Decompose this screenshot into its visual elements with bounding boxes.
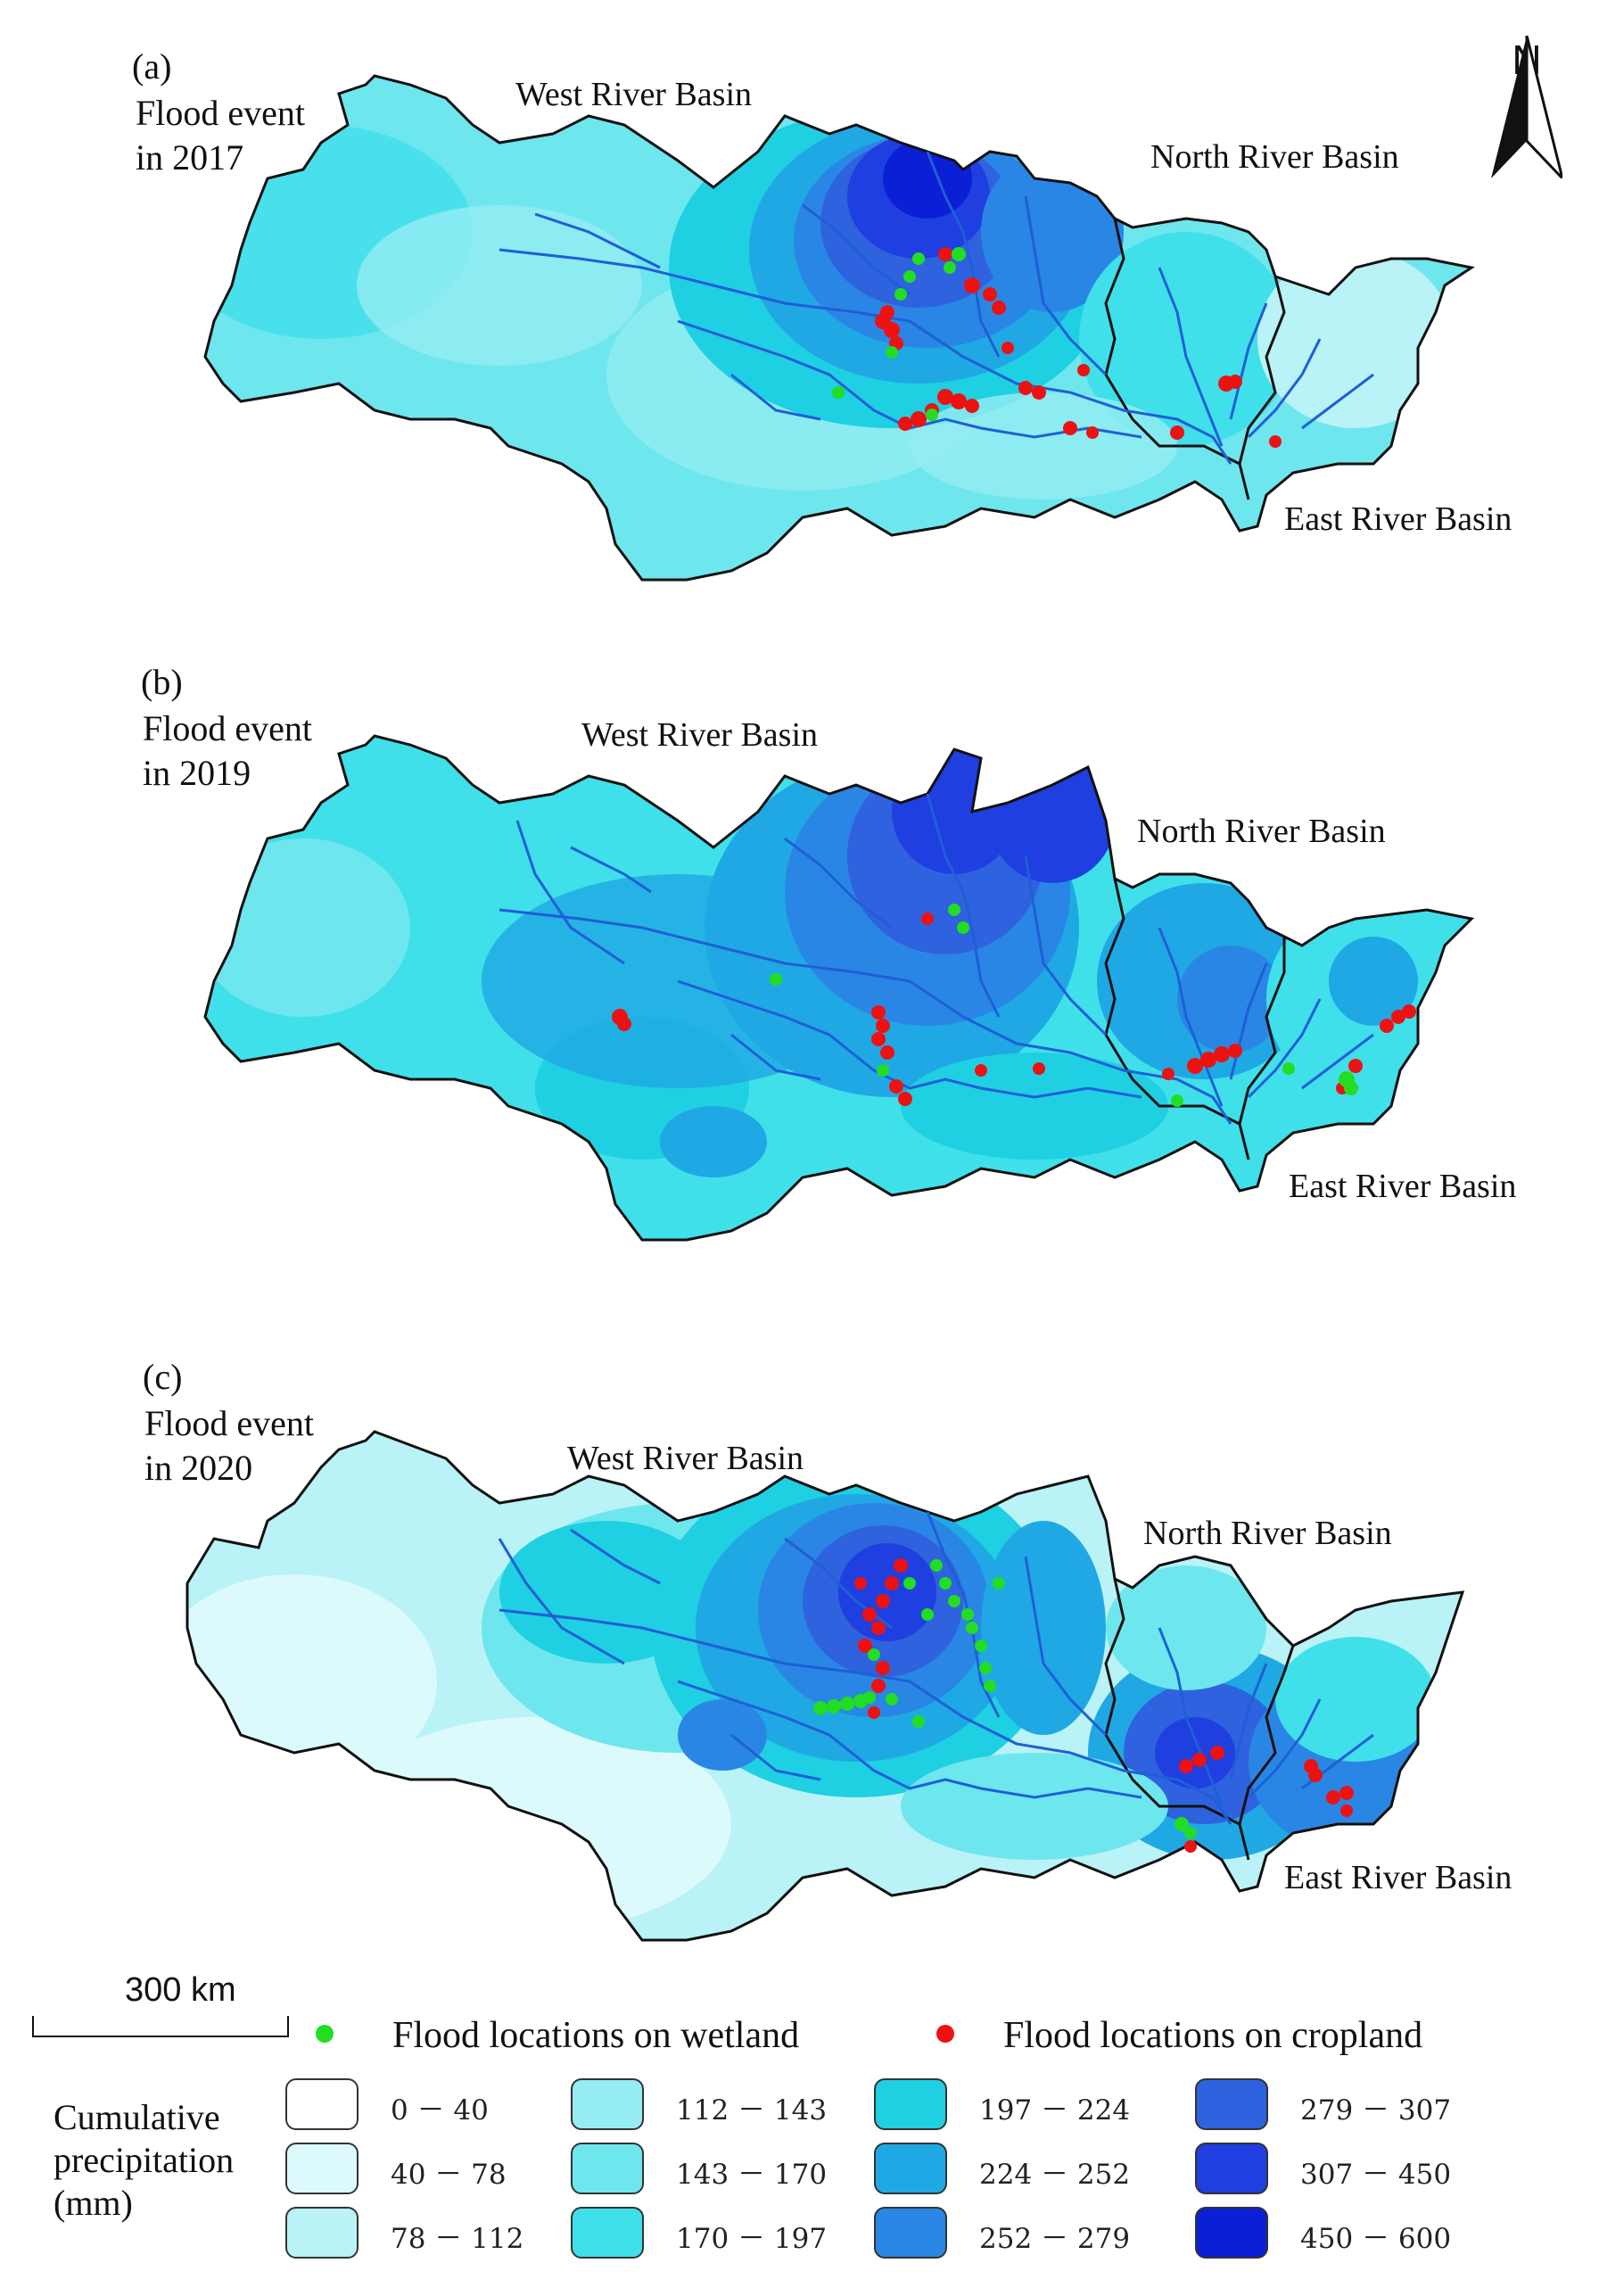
north-river-basin-label: North River Basin bbox=[1137, 813, 1386, 850]
event-title-line2: in 2019 bbox=[143, 753, 251, 793]
map-panel-2017: (a) Flood event in 2017 West River Basin… bbox=[0, 0, 1599, 607]
precipitation-legend-title: Cumulative precipitation (mm) bbox=[54, 2096, 234, 2225]
precipitation-swatch bbox=[571, 2207, 644, 2259]
precipitation-class-label: 197 － 224 bbox=[979, 2094, 1131, 2127]
precipitation-class-label: 279 － 307 bbox=[1300, 2094, 1452, 2127]
event-title-line2: in 2017 bbox=[136, 137, 244, 178]
event-title-line1: Flood event bbox=[136, 93, 305, 133]
precipitation-swatch bbox=[1195, 2207, 1268, 2259]
precipitation-swatch bbox=[1195, 2143, 1268, 2194]
west-river-basin-label: West River Basin bbox=[581, 716, 819, 754]
precipitation-class-label: 450 － 600 bbox=[1300, 2223, 1452, 2255]
precipitation-class-label: 307 － 450 bbox=[1300, 2159, 1452, 2191]
precipitation-swatch bbox=[285, 2078, 359, 2130]
map-panel-2019: (b) Flood event in 2019 West River Basin… bbox=[0, 660, 1599, 1267]
precipitation-swatch bbox=[285, 2207, 359, 2259]
cropland-flood-points-2020 bbox=[854, 1558, 1354, 1853]
basin-map-2020 bbox=[185, 1430, 1464, 1942]
precipitation-class-label: 78 － 112 bbox=[391, 2223, 524, 2255]
event-title-line2: in 2020 bbox=[144, 1448, 253, 1488]
scale-bar bbox=[32, 2016, 289, 2037]
precipitation-class-label: 112 － 143 bbox=[676, 2094, 828, 2127]
cropland-flood-points-2019 bbox=[612, 913, 1416, 1106]
basin-map-2019 bbox=[203, 734, 1473, 1242]
wetland-legend-dot bbox=[316, 2025, 334, 2043]
wetland-flood-points-2017 bbox=[832, 247, 966, 421]
precipitation-class-label: 143 － 170 bbox=[676, 2159, 828, 2191]
cropland-flood-points-2017 bbox=[875, 247, 1282, 448]
precipitation-swatch bbox=[874, 2207, 947, 2259]
legend-title-line3: (mm) bbox=[54, 2183, 133, 2223]
wetland-flood-points-2019 bbox=[770, 904, 1358, 1107]
east-river-basin-label: East River Basin bbox=[1289, 1168, 1517, 1205]
wetland-legend-label: Flood locations on wetland bbox=[392, 2015, 800, 2056]
legend-title-line1: Cumulative bbox=[54, 2097, 220, 2137]
panel-letter: (a) bbox=[132, 46, 172, 87]
legend-title-line2: precipitation bbox=[54, 2140, 235, 2180]
precipitation-swatch bbox=[571, 2078, 644, 2130]
east-river-basin-label: East River Basin bbox=[1284, 1859, 1512, 1896]
west-river-basin-label: West River Basin bbox=[515, 76, 753, 113]
precipitation-swatch bbox=[874, 2078, 947, 2130]
precipitation-swatch bbox=[874, 2143, 947, 2194]
precipitation-class-label: 252 － 279 bbox=[979, 2223, 1131, 2255]
precipitation-swatch bbox=[1195, 2078, 1268, 2130]
map-panel-2020: (c) Flood event in 2020 West River Basin… bbox=[0, 1357, 1599, 1967]
north-river-basin-label: North River Basin bbox=[1143, 1515, 1392, 1552]
precipitation-swatch bbox=[571, 2143, 644, 2194]
precipitation-class-label: 0 － 40 bbox=[391, 2094, 489, 2127]
precipitation-class-label: 224 － 252 bbox=[979, 2159, 1131, 2191]
west-river-basin-label: West River Basin bbox=[567, 1440, 804, 1477]
arrow-shape bbox=[1491, 36, 1562, 178]
event-title-line1: Flood event bbox=[144, 1403, 314, 1443]
precipitation-swatch bbox=[285, 2143, 359, 2194]
precipitation-class-label: 40 － 78 bbox=[391, 2159, 507, 2191]
north-river-basin-label: North River Basin bbox=[1150, 138, 1399, 176]
east-river-basin-label: East River Basin bbox=[1284, 500, 1512, 538]
panel-letter: (b) bbox=[141, 662, 183, 702]
panel-letter: (c) bbox=[143, 1357, 183, 1397]
scale-bar-label: 300 km bbox=[125, 1971, 236, 2009]
north-arrow-icon: N bbox=[1491, 36, 1562, 178]
wetland-flood-points-2020 bbox=[813, 1559, 1197, 1839]
cropland-legend-dot bbox=[936, 2025, 954, 2043]
map-legend: 300 km Flood locations on wetland Flood … bbox=[0, 1953, 1599, 2296]
basin-map-2017 bbox=[203, 74, 1473, 582]
precipitation-class-label: 170 － 197 bbox=[676, 2223, 828, 2255]
cropland-legend-label: Flood locations on cropland bbox=[1003, 2015, 1423, 2056]
event-title-line1: Flood event bbox=[143, 708, 312, 748]
